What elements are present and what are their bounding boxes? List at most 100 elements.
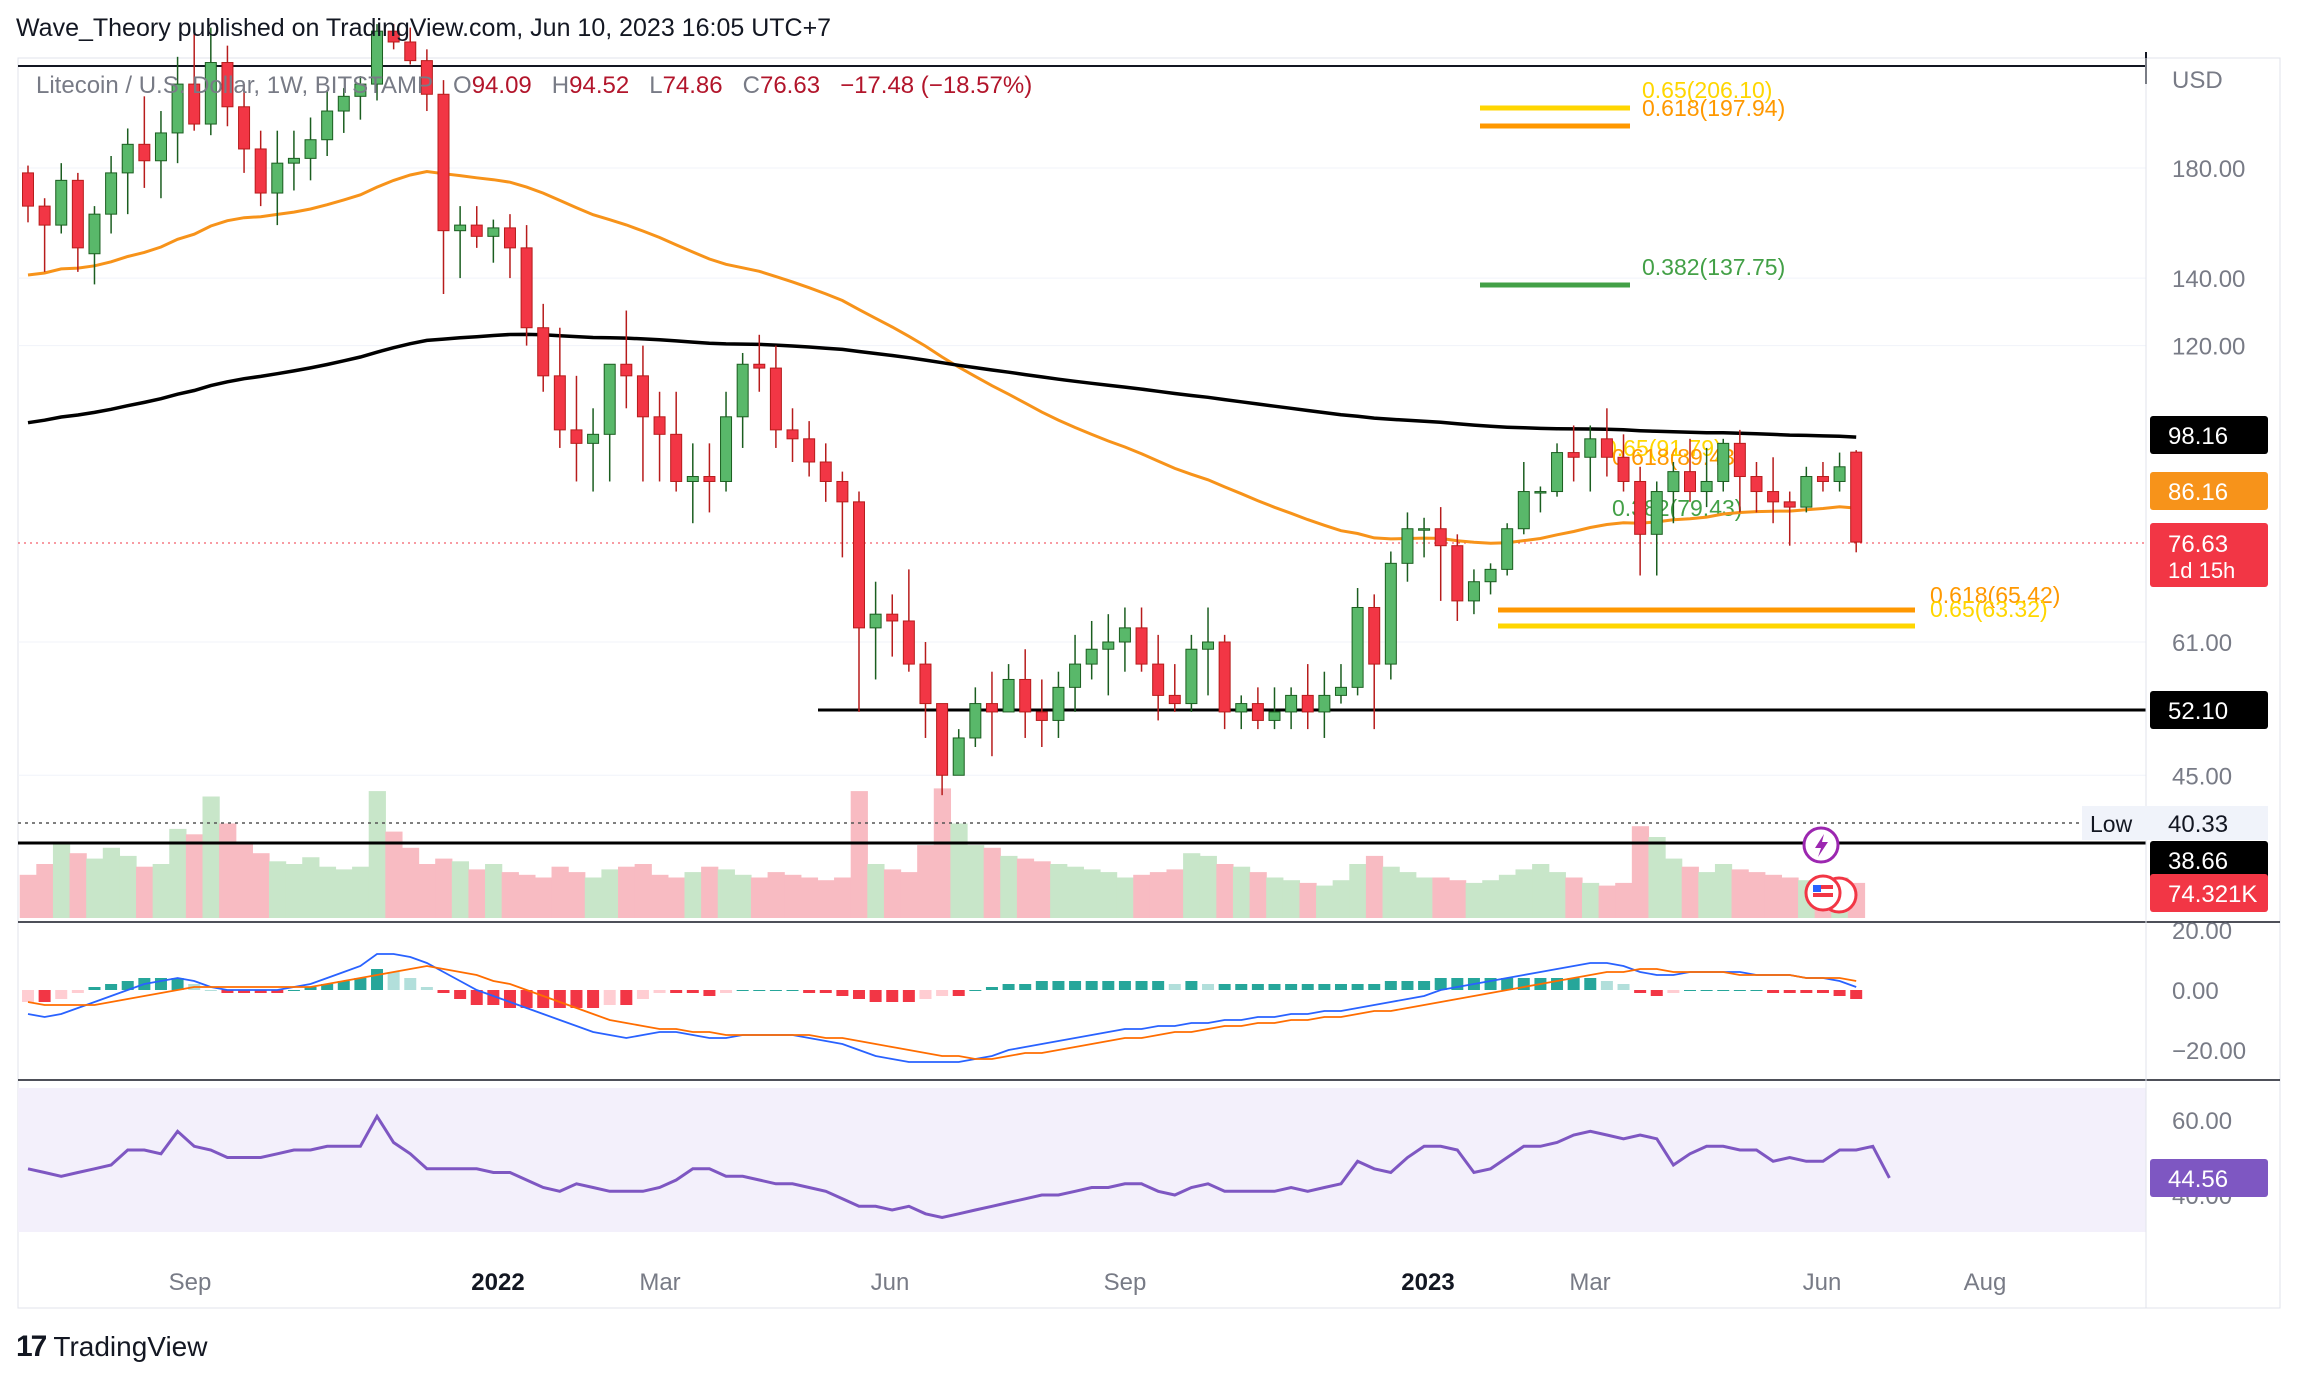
fib-label: 0.382(79.43) bbox=[1612, 495, 1742, 521]
volume-bar bbox=[1432, 877, 1450, 918]
candle-body bbox=[1484, 568, 1497, 583]
volume-bar bbox=[385, 831, 403, 918]
candle-body bbox=[819, 461, 832, 482]
volume-bar bbox=[834, 877, 852, 918]
candle-body bbox=[636, 375, 649, 418]
volume-bar bbox=[1016, 858, 1035, 918]
volume-bar bbox=[850, 791, 868, 918]
volume-bar bbox=[717, 869, 735, 918]
rsi-badge-bg bbox=[2150, 1159, 2268, 1197]
candle-body bbox=[1235, 703, 1248, 713]
open-label: O bbox=[453, 72, 472, 99]
candle-body bbox=[71, 179, 84, 249]
macd-histogram-bar bbox=[653, 990, 666, 993]
event-icons[interactable] bbox=[1802, 826, 1858, 914]
volume-bar bbox=[734, 874, 752, 918]
volume-bar bbox=[268, 861, 287, 918]
candle-body bbox=[936, 703, 949, 776]
candle-body bbox=[1334, 686, 1347, 696]
support-badge-1-bg bbox=[2150, 691, 2268, 729]
macd-histogram-bar bbox=[603, 990, 616, 1005]
volume-bar bbox=[468, 869, 486, 918]
macd-histogram-bar bbox=[520, 990, 533, 1008]
volume-bar bbox=[1033, 861, 1051, 918]
volume-bar bbox=[451, 861, 470, 918]
price-tick: 61.00 bbox=[2172, 630, 2232, 657]
low-value-bg bbox=[2150, 806, 2268, 840]
candle-body bbox=[105, 172, 118, 215]
symbol-name[interactable]: Litecoin / U.S. Dollar, 1W, BITSTAMP bbox=[36, 72, 434, 99]
price-axis[interactable]: USD 180.00 140.00 120.00 61.00 45.00 20.00 0.00… bbox=[2172, 67, 2246, 1210]
volume-bar bbox=[169, 828, 187, 918]
macd-histogram-bar bbox=[1002, 984, 1015, 990]
candle-body bbox=[1700, 480, 1713, 493]
volume-bar bbox=[36, 864, 54, 918]
macd-histogram-bar bbox=[1634, 990, 1647, 993]
macd-histogram-bar bbox=[387, 972, 400, 990]
low-label: L bbox=[649, 72, 663, 99]
axis-currency: USD bbox=[2172, 67, 2223, 94]
volume-bar bbox=[69, 853, 87, 918]
macd-histogram-bar bbox=[420, 987, 433, 990]
time-axis[interactable]: Sep 2022 Mar Jun Sep 2023 Mar Jun Aug bbox=[169, 1269, 2007, 1296]
macd-histogram-bar bbox=[221, 990, 234, 993]
candle-body bbox=[736, 363, 749, 418]
candle-body bbox=[1551, 452, 1564, 493]
volume-bar bbox=[1615, 882, 1633, 918]
volume-bar bbox=[202, 796, 220, 918]
candle-body bbox=[1002, 678, 1015, 713]
macd-histogram-bar bbox=[869, 990, 882, 1002]
tradingview-logo[interactable]: 17 TradingView bbox=[16, 1330, 207, 1364]
candle-body bbox=[553, 375, 566, 431]
close-label: C bbox=[742, 72, 760, 99]
volume-bar bbox=[534, 877, 553, 918]
macd-histogram-bar bbox=[720, 990, 733, 993]
candle-body bbox=[1102, 641, 1115, 650]
volume-bar bbox=[1099, 872, 1118, 918]
volume-bar bbox=[119, 855, 137, 918]
candle-body bbox=[154, 132, 167, 162]
macd-histogram-bar bbox=[1600, 981, 1613, 990]
candle-body bbox=[786, 429, 799, 440]
candle-body bbox=[670, 433, 683, 482]
macd-histogram-bar bbox=[204, 990, 217, 991]
volume-bar bbox=[1415, 877, 1433, 918]
candle-body bbox=[1069, 663, 1082, 688]
macd-histogram-bar bbox=[919, 990, 932, 999]
volume-bar bbox=[1249, 872, 1267, 918]
macd-histogram-bar bbox=[1118, 981, 1131, 990]
support-badge-1: 52.10 bbox=[2168, 698, 2228, 725]
volume-bar bbox=[1050, 864, 1068, 918]
macd-histogram-bar bbox=[1567, 978, 1580, 990]
volume-bar bbox=[867, 864, 885, 918]
candle-body bbox=[404, 41, 417, 62]
volume-bar bbox=[1781, 877, 1799, 918]
macd-histogram-bar bbox=[1235, 984, 1248, 990]
candle-body bbox=[620, 363, 633, 377]
macd-histogram-bar bbox=[1384, 981, 1397, 990]
macd-histogram-bar bbox=[587, 990, 600, 1008]
candle-body bbox=[254, 148, 267, 194]
macd-histogram-bar bbox=[703, 990, 716, 996]
low-value: 74.86 bbox=[662, 72, 723, 99]
time-tick: Mar bbox=[639, 1269, 680, 1296]
macd-histogram-bar bbox=[1285, 984, 1298, 990]
volume-bar bbox=[933, 788, 952, 918]
candle-body bbox=[886, 613, 899, 622]
candle-body bbox=[38, 205, 51, 226]
candle-body bbox=[587, 433, 600, 444]
chart-frame bbox=[17, 57, 2281, 1309]
macd-histogram-bar bbox=[105, 984, 118, 990]
candle-body bbox=[1384, 562, 1397, 665]
candle-body bbox=[686, 476, 699, 482]
volume-bar bbox=[501, 872, 519, 918]
candle-body bbox=[88, 213, 101, 255]
candle-body bbox=[354, 83, 367, 97]
low-label: Low bbox=[2090, 811, 2133, 837]
volume-bar bbox=[1332, 880, 1350, 918]
volume-bar bbox=[252, 853, 270, 918]
candle-body bbox=[22, 172, 34, 207]
volume-bar bbox=[684, 872, 702, 918]
candle-body bbox=[603, 363, 616, 435]
